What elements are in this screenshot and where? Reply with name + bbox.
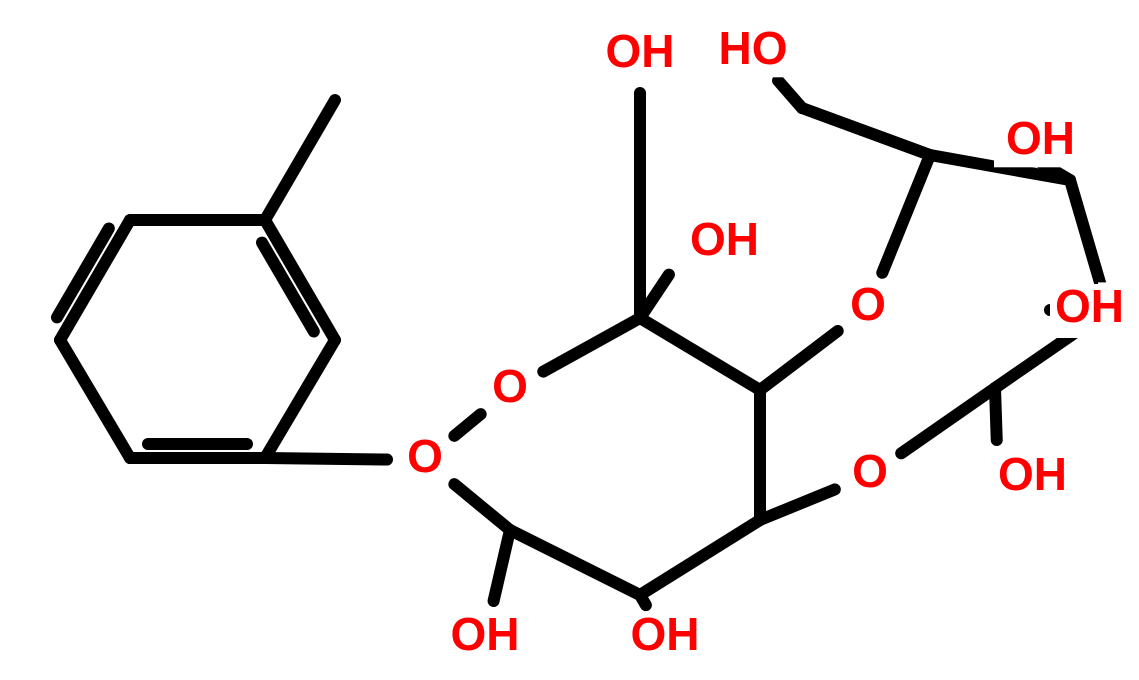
atom-label: O bbox=[852, 445, 888, 497]
atom-label: OH bbox=[998, 448, 1067, 500]
atom-label: OH bbox=[690, 213, 759, 265]
atom-label: OH bbox=[606, 25, 675, 77]
atom-label: O bbox=[407, 430, 443, 482]
atom-label: O bbox=[850, 278, 886, 330]
atom-label: OH bbox=[1006, 112, 1075, 164]
atom-label: OH bbox=[631, 608, 700, 660]
chemical-structure-diagram: OOOHOHOHOHOOOHHOOHHOOH bbox=[0, 0, 1139, 680]
atom-label: OH bbox=[451, 608, 520, 660]
atom-label: OH bbox=[1055, 280, 1124, 332]
atom-label: O bbox=[492, 360, 528, 412]
atom-label: HO bbox=[719, 22, 788, 74]
